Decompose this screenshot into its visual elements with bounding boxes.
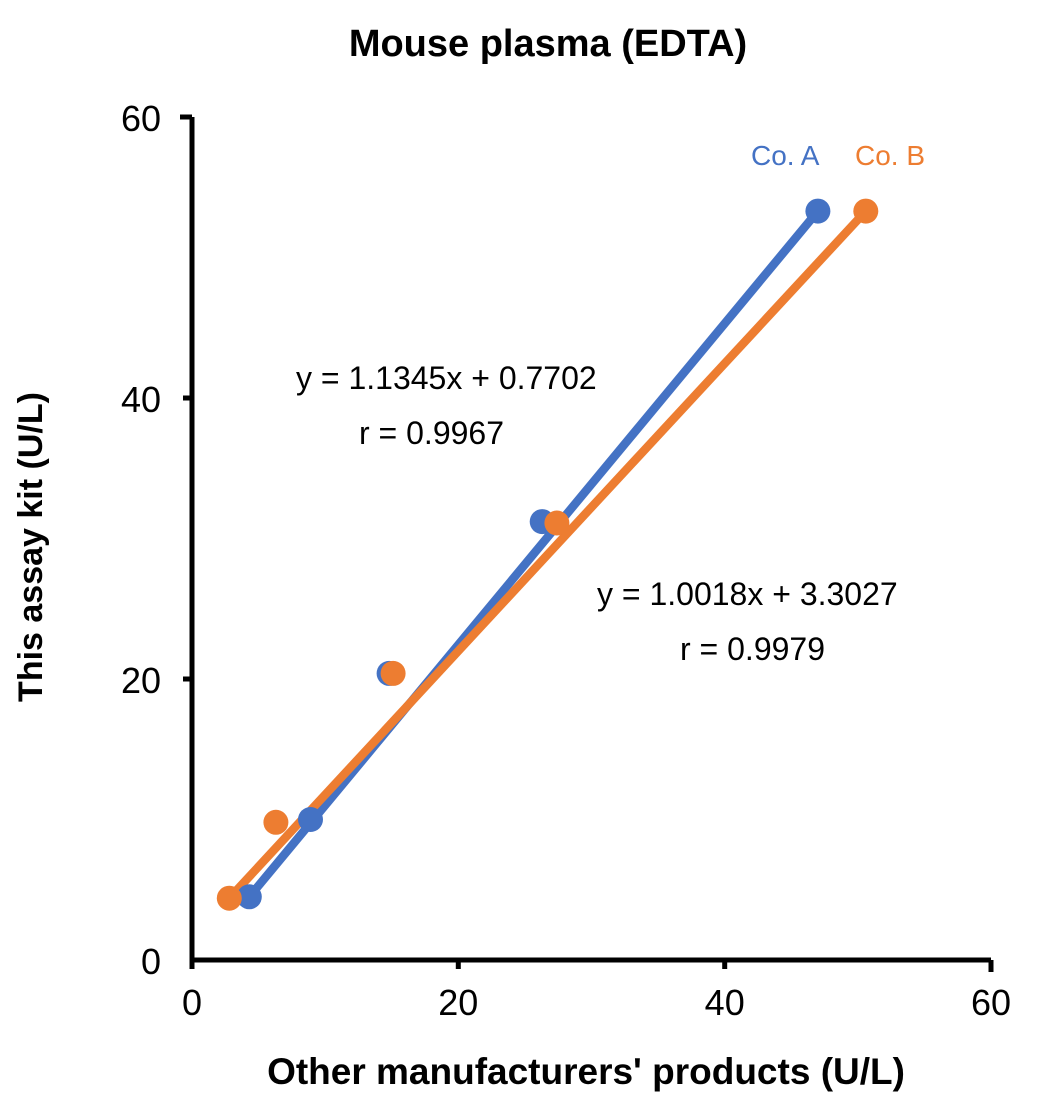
svg-text:y = 1.0018x + 3.3027: y = 1.0018x + 3.3027 [597,576,898,612]
svg-text:0: 0 [182,982,202,1023]
svg-text:40: 40 [121,379,161,420]
svg-text:Mouse plasma (EDTA): Mouse plasma (EDTA) [349,23,747,65]
svg-text:This assay kit (U/L): This assay kit (U/L) [12,392,50,702]
svg-text:40: 40 [705,982,745,1023]
svg-text:60: 60 [121,98,161,139]
svg-text:20: 20 [438,982,478,1023]
svg-text:Co. B: Co. B [855,140,925,171]
svg-text:y = 1.1345x + 0.7702: y = 1.1345x + 0.7702 [296,360,597,396]
svg-text:Other manufacturers' products: Other manufacturers' products (U/L) [267,1051,905,1092]
svg-text:r = 0.9979: r = 0.9979 [680,631,825,667]
svg-text:60: 60 [971,982,1011,1023]
svg-text:r = 0.9967: r = 0.9967 [359,415,504,451]
svg-text:20: 20 [121,660,161,701]
svg-text:0: 0 [141,941,161,982]
svg-text:Co. A: Co. A [751,140,820,171]
